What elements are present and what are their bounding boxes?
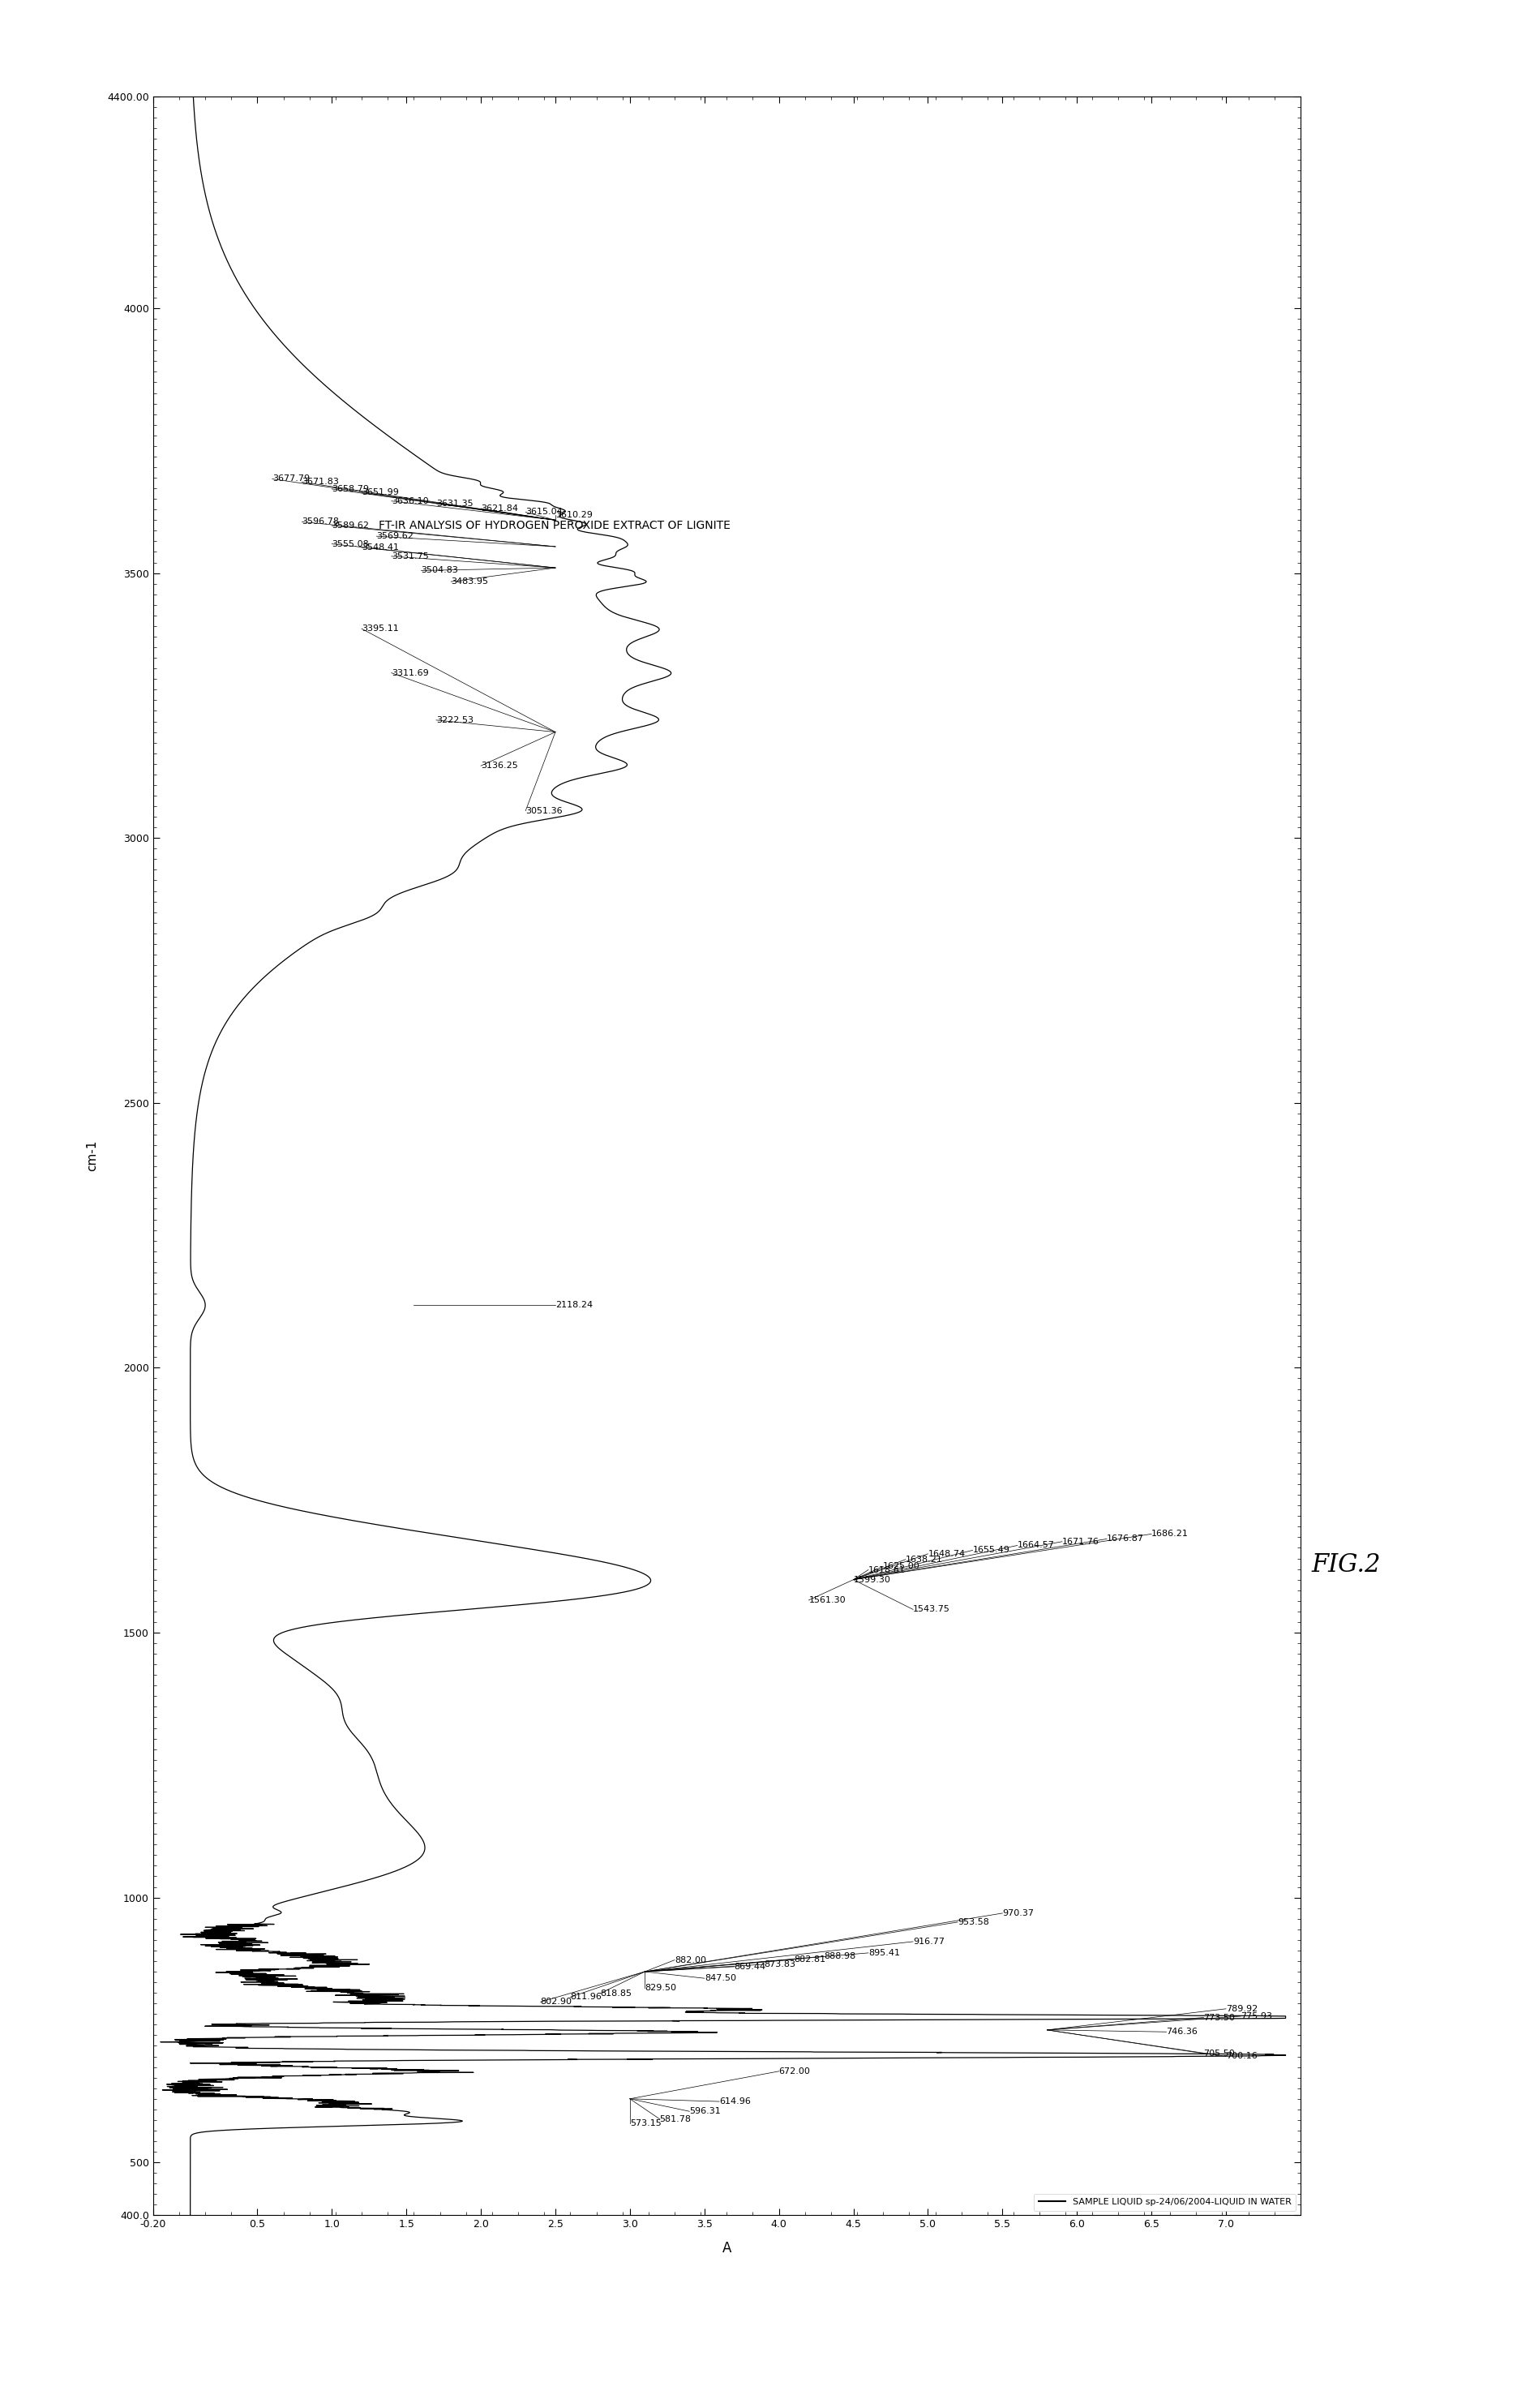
Text: 3395.11: 3395.11 bbox=[361, 624, 399, 633]
Text: 705.50: 705.50 bbox=[1204, 2049, 1235, 2056]
Text: 3051.36: 3051.36 bbox=[526, 807, 563, 814]
Text: 700.16: 700.16 bbox=[1226, 2052, 1258, 2061]
Text: 3555.08: 3555.08 bbox=[332, 539, 369, 549]
Text: 614.96: 614.96 bbox=[719, 2097, 751, 2105]
Text: 3631.35: 3631.35 bbox=[436, 498, 473, 508]
Text: 3658.79: 3658.79 bbox=[332, 484, 369, 494]
Text: 3504.83: 3504.83 bbox=[421, 566, 459, 576]
Text: 3671.83: 3671.83 bbox=[301, 479, 340, 486]
Text: 882.00: 882.00 bbox=[675, 1955, 707, 1965]
Text: 1543.75: 1543.75 bbox=[913, 1606, 950, 1613]
Text: 3677.79: 3677.79 bbox=[272, 474, 309, 484]
Text: 573.15: 573.15 bbox=[630, 2119, 661, 2129]
Text: 3136.25: 3136.25 bbox=[480, 761, 519, 771]
Text: 1638.21: 1638.21 bbox=[906, 1556, 942, 1563]
Text: 2118.24: 2118.24 bbox=[555, 1300, 592, 1310]
Text: 775.93: 775.93 bbox=[1241, 2013, 1273, 2020]
Text: 3483.95: 3483.95 bbox=[451, 578, 488, 585]
Text: 1664.57: 1664.57 bbox=[1017, 1541, 1054, 1548]
Text: 773.50: 773.50 bbox=[1204, 2013, 1235, 2023]
Text: 3569.62: 3569.62 bbox=[376, 532, 413, 539]
Text: 581.78: 581.78 bbox=[659, 2114, 692, 2124]
Text: 3610.29: 3610.29 bbox=[555, 510, 592, 518]
Text: 3615.04: 3615.04 bbox=[526, 508, 563, 515]
Text: 3548.41: 3548.41 bbox=[361, 544, 399, 551]
Text: 3311.69: 3311.69 bbox=[392, 669, 428, 677]
Text: 789.92: 789.92 bbox=[1226, 2006, 1258, 2013]
Text: 1625.00: 1625.00 bbox=[883, 1563, 921, 1570]
Text: 869.44: 869.44 bbox=[734, 1963, 767, 1970]
Text: FT-IR ANALYSIS OF HYDROGEN PEROXIDE EXTRACT OF LIGNITE: FT-IR ANALYSIS OF HYDROGEN PEROXIDE EXTR… bbox=[379, 520, 730, 532]
Legend: SAMPLE LIQUID sp-24/06/2004-LIQUID IN WATER: SAMPLE LIQUID sp-24/06/2004-LIQUID IN WA… bbox=[1034, 2194, 1296, 2211]
Text: 882.81: 882.81 bbox=[794, 1955, 826, 1963]
Text: 596.31: 596.31 bbox=[690, 2107, 721, 2114]
Text: 3589.62: 3589.62 bbox=[332, 523, 369, 530]
Text: 811.96: 811.96 bbox=[571, 1994, 601, 2001]
Text: 3596.78: 3596.78 bbox=[301, 518, 340, 525]
X-axis label: A: A bbox=[722, 2242, 731, 2256]
Text: 1648.74: 1648.74 bbox=[927, 1551, 965, 1558]
Text: 1618.61: 1618.61 bbox=[869, 1565, 906, 1575]
Text: 1561.30: 1561.30 bbox=[809, 1597, 846, 1604]
Text: 818.85: 818.85 bbox=[600, 1989, 632, 1999]
Text: 1655.49: 1655.49 bbox=[973, 1546, 1010, 1553]
Text: 802.90: 802.90 bbox=[540, 1999, 572, 2006]
Text: 3651.99: 3651.99 bbox=[361, 489, 399, 496]
Text: 847.50: 847.50 bbox=[704, 1975, 736, 1982]
Text: 3531.75: 3531.75 bbox=[392, 551, 428, 561]
Text: FIG.2: FIG.2 bbox=[1311, 1553, 1382, 1577]
Text: 3222.53: 3222.53 bbox=[436, 715, 473, 725]
Text: 953.58: 953.58 bbox=[958, 1919, 990, 1926]
Text: 3636.10: 3636.10 bbox=[392, 496, 428, 506]
Text: 1686.21: 1686.21 bbox=[1152, 1529, 1189, 1539]
Text: 916.77: 916.77 bbox=[913, 1938, 944, 1946]
Text: 746.36: 746.36 bbox=[1166, 2028, 1198, 2035]
Text: 873.83: 873.83 bbox=[763, 1960, 796, 1967]
Text: 3621.84: 3621.84 bbox=[480, 506, 519, 513]
Text: 1599.30: 1599.30 bbox=[854, 1575, 890, 1584]
Text: 1676.87: 1676.87 bbox=[1106, 1534, 1144, 1544]
Text: 1671.76: 1671.76 bbox=[1062, 1539, 1099, 1546]
Y-axis label: cm-1: cm-1 bbox=[86, 1141, 98, 1170]
Text: 829.50: 829.50 bbox=[644, 1984, 676, 1991]
Text: 672.00: 672.00 bbox=[779, 2066, 811, 2076]
Text: 970.37: 970.37 bbox=[1002, 1910, 1034, 1917]
Text: 888.98: 888.98 bbox=[823, 1953, 855, 1960]
Text: 895.41: 895.41 bbox=[869, 1948, 900, 1958]
